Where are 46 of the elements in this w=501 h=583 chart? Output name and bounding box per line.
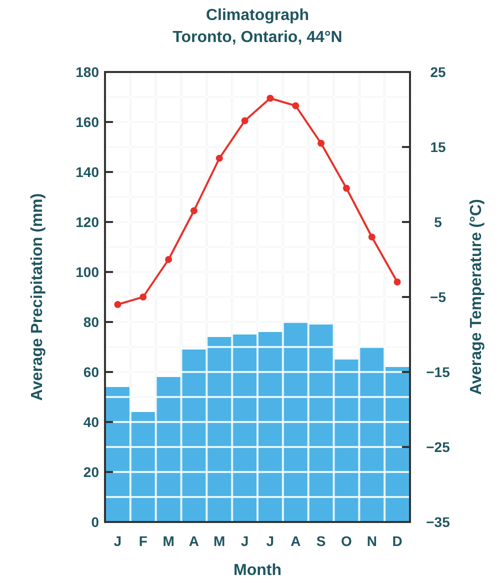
y-tick-label: 140 — [76, 164, 100, 180]
x-tick-label: F — [138, 533, 148, 549]
point — [241, 117, 248, 124]
x-tick-label: S — [316, 533, 326, 549]
x-tick-label: M — [214, 533, 226, 549]
y2-tick-label: 15 — [430, 138, 446, 155]
y-axis-title: Average Precipitation (mm) — [29, 193, 46, 401]
y2-tick-label: 5 — [434, 214, 442, 230]
y2-tick-label: −25 — [426, 438, 450, 455]
y-tick-label: 40 — [83, 414, 100, 430]
chart-title: Climatograph — [206, 7, 310, 24]
x-tick-label: J — [240, 533, 249, 549]
x-tick-label: A — [188, 533, 200, 549]
point — [216, 154, 223, 162]
y-tick-label: 100 — [76, 264, 100, 280]
x-axis-title: Month — [234, 562, 282, 579]
y-tick-label: 180 — [76, 64, 100, 80]
y2-tick-label: −5 — [430, 288, 446, 305]
y2-tick-label: 25 — [430, 64, 446, 80]
point — [190, 207, 198, 214]
x-tick-label: D — [392, 533, 402, 549]
x-tick-label: O — [341, 533, 352, 549]
y-tick-label: 80 — [83, 314, 100, 330]
y-tick-label: 0 — [91, 514, 100, 530]
point — [318, 140, 325, 147]
x-tick-label: J — [266, 533, 274, 549]
point — [292, 102, 300, 110]
point — [368, 234, 376, 240]
point — [165, 256, 172, 263]
point — [266, 94, 274, 102]
y2-axis-title: Average Temperature (°C) — [468, 199, 485, 395]
point — [140, 294, 147, 300]
y-tick-label: 160 — [76, 114, 100, 130]
y-tick-label: 60 — [83, 364, 100, 380]
x-tick-label: M — [162, 533, 174, 549]
y2-tick-label: −15 — [426, 364, 450, 380]
y-tick-label: 120 — [76, 214, 100, 230]
y-tick-label: 20 — [83, 464, 100, 480]
point — [342, 184, 350, 192]
y2-tick-label: −35 — [426, 514, 450, 530]
point — [394, 278, 401, 286]
chart-subtitle: Toronto, Ontario, 44°N — [172, 29, 342, 46]
x-tick-label: N — [366, 533, 377, 549]
point — [114, 301, 122, 308]
x-tick-label: J — [114, 533, 122, 549]
x-tick-label: A — [290, 533, 301, 549]
